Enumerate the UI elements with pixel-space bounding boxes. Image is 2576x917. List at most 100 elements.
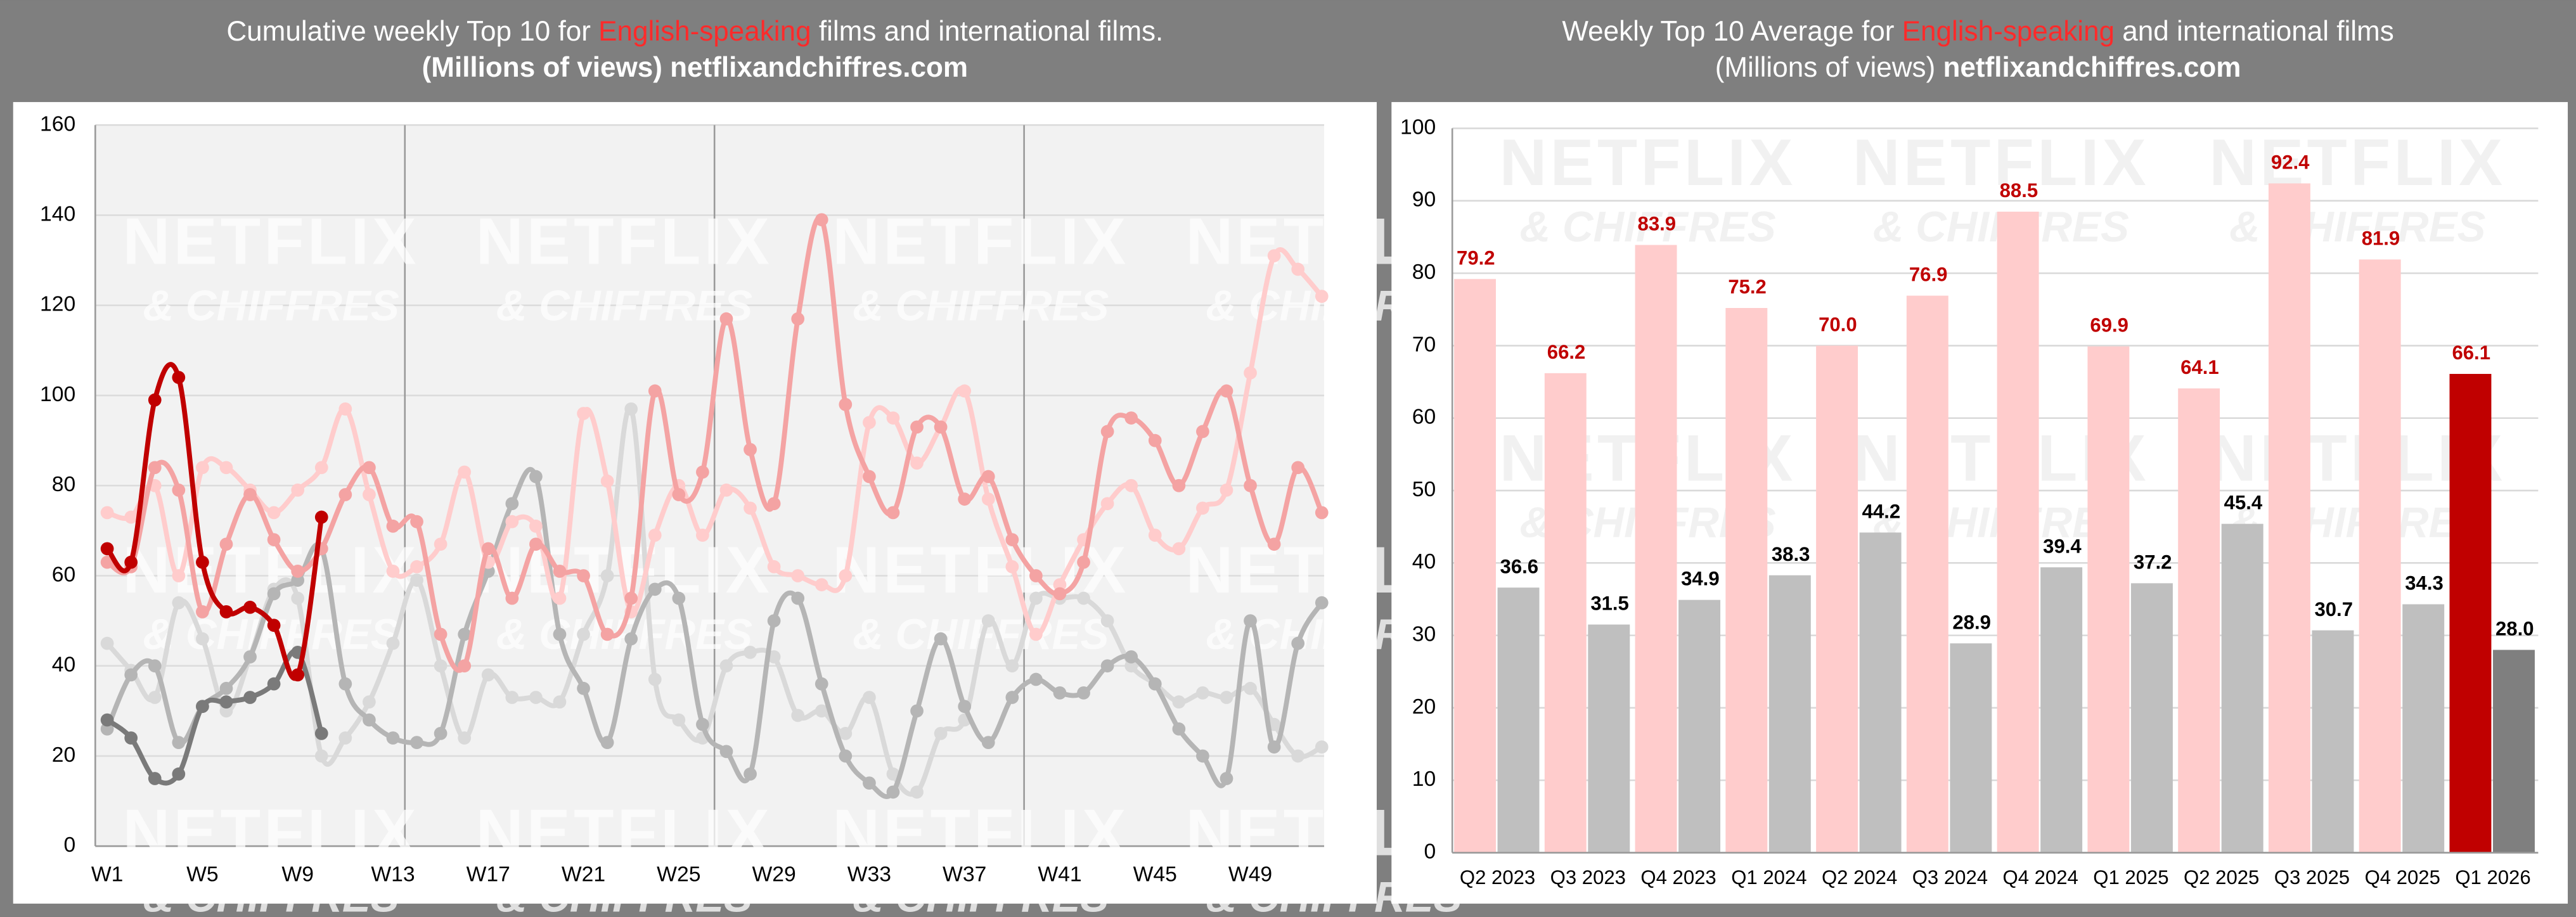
y-tick-label: 20 (1412, 695, 1436, 719)
data-point (648, 672, 662, 686)
data-point (505, 691, 519, 704)
data-point (1244, 614, 1257, 627)
bar (1678, 600, 1721, 853)
data-point (1148, 677, 1162, 691)
data-point (100, 555, 114, 569)
data-point (172, 736, 186, 749)
data-point (1172, 695, 1186, 709)
data-point (529, 691, 543, 704)
data-point (1100, 659, 1114, 673)
data-point (434, 659, 448, 673)
bar (2040, 567, 2083, 853)
data-point (1291, 636, 1305, 650)
data-point (719, 312, 733, 326)
data-point (624, 591, 638, 605)
bar-value-label: 31.5 (1590, 593, 1629, 615)
bar-value-label: 79.2 (1457, 247, 1495, 269)
data-point (672, 591, 686, 605)
chart-title: Cumulative weekly Top 10 for English-spe… (226, 16, 1163, 47)
y-tick-label: 60 (1412, 406, 1436, 429)
data-point (553, 695, 567, 709)
data-point (267, 533, 281, 546)
data-point (100, 722, 114, 736)
watermark: NETFLIX (832, 533, 1129, 606)
x-tick-label: W49 (1228, 863, 1272, 887)
subtitle-part: (Millions of views) (1715, 52, 1943, 83)
watermark: & CHIFFRES (496, 282, 752, 330)
data-point (791, 312, 805, 326)
x-tick-label: Q2 2023 (1460, 866, 1535, 888)
x-tick-label: W17 (467, 863, 510, 887)
bar (2130, 583, 2173, 853)
y-tick-label: 30 (1412, 623, 1436, 646)
data-point (410, 574, 423, 587)
watermark: NETFLIX (832, 205, 1129, 278)
bar-value-label: 30.7 (2314, 598, 2353, 620)
bar-value-label: 28.9 (1952, 611, 1991, 633)
data-point (863, 776, 876, 790)
data-point (196, 461, 209, 475)
data-point (648, 384, 662, 398)
data-point (981, 736, 995, 749)
data-point (791, 709, 805, 722)
data-point (934, 727, 948, 740)
data-point (1220, 691, 1233, 704)
data-point (744, 646, 757, 659)
data-point (696, 529, 709, 542)
data-point (1124, 411, 1138, 425)
data-point (1172, 722, 1186, 736)
data-point (529, 519, 543, 533)
data-point (410, 560, 423, 574)
title-part: and international films (2115, 16, 2394, 47)
data-point (196, 700, 209, 714)
data-point (767, 497, 781, 511)
data-point (1267, 740, 1281, 754)
bar-value-label: 34.3 (2405, 572, 2444, 594)
watermark: NETFLIX (1500, 125, 1796, 199)
x-tick-label: W9 (281, 863, 314, 887)
y-tick-label: 20 (52, 743, 75, 767)
watermark: & CHIFFRES (1206, 874, 1462, 917)
data-point (696, 717, 709, 731)
bar-value-label: 45.4 (2224, 492, 2263, 514)
data-point (243, 650, 257, 664)
data-point (124, 510, 138, 524)
y-tick-label: 0 (1424, 840, 1436, 863)
data-point (219, 704, 233, 718)
y-tick-label: 60 (52, 563, 75, 586)
data-point (172, 596, 186, 610)
data-point (1220, 384, 1233, 398)
data-point (386, 636, 400, 650)
x-tick-label: Q1 2026 (2455, 866, 2530, 888)
bar-value-label: 39.4 (2043, 535, 2082, 557)
data-point (1005, 533, 1019, 546)
bar (1768, 575, 1811, 853)
data-point (910, 785, 924, 799)
data-point (148, 461, 162, 475)
data-point (338, 488, 352, 501)
data-point (1267, 249, 1281, 262)
data-point (314, 727, 328, 740)
y-tick-label: 0 (63, 833, 75, 857)
data-point (910, 704, 924, 718)
data-point (958, 384, 972, 398)
bar (1725, 308, 1768, 853)
data-point (100, 506, 114, 520)
bar (1906, 295, 1948, 853)
y-tick-label: 90 (1412, 188, 1436, 212)
data-point (981, 614, 995, 627)
data-point (172, 484, 186, 497)
bar-value-label: 88.5 (2000, 179, 2038, 202)
data-point (910, 420, 924, 434)
data-point (934, 632, 948, 646)
watermark: NETFLIX (2209, 125, 2506, 199)
bar-value-label: 69.9 (2090, 314, 2128, 337)
data-point (958, 492, 972, 506)
data-point (434, 627, 448, 641)
data-point (100, 713, 114, 727)
chart-subtitle: (Millions of views) netflixandchiffres.c… (422, 52, 969, 83)
data-point (863, 416, 876, 430)
data-point (958, 700, 972, 714)
y-tick-label: 80 (52, 473, 75, 496)
data-point (1196, 749, 1209, 763)
